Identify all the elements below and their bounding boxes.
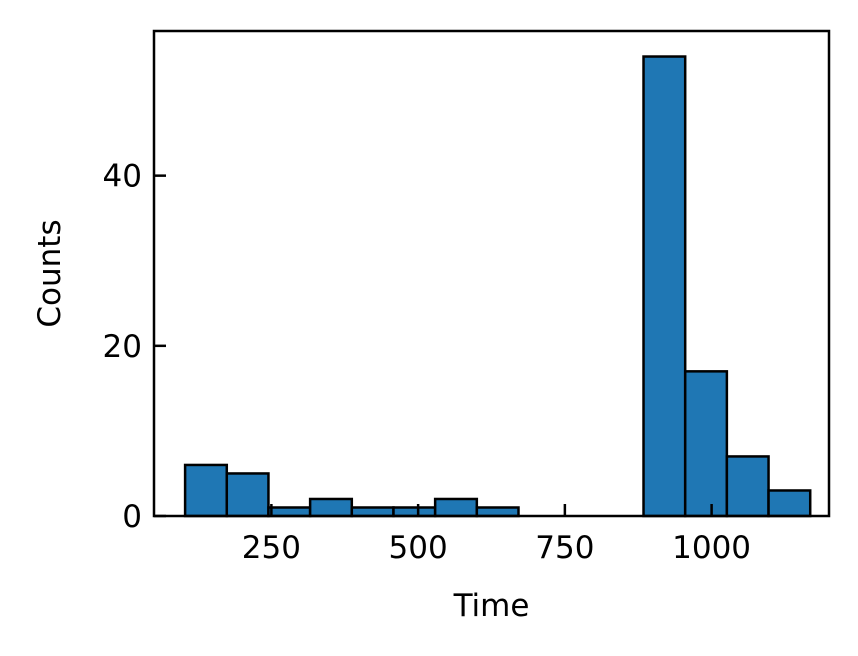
histogram-bar — [642, 55, 687, 518]
y-tick-label: 20 — [103, 329, 142, 365]
x-tick-label: 250 — [242, 530, 301, 566]
y-tick-label: 40 — [103, 159, 142, 195]
histogram-bar — [767, 489, 812, 518]
histogram-bar — [350, 506, 395, 518]
ticks-group: 250 500 750 1000 0 20 40 — [103, 159, 752, 566]
x-axis-label: Time — [453, 588, 530, 624]
plot-frame — [152, 29, 831, 518]
y-axis-label: Counts — [32, 219, 68, 327]
x-tick-label: 1000 — [672, 530, 751, 566]
histogram-bar — [392, 506, 437, 518]
histogram-bar — [225, 472, 270, 518]
histogram-bar — [683, 370, 729, 518]
x-tick-label: 500 — [389, 530, 448, 566]
histogram-bar — [475, 506, 520, 518]
histogram-bar — [183, 463, 229, 518]
x-tick-label: 750 — [535, 530, 594, 566]
histogram-bar — [308, 497, 354, 518]
bars-group — [183, 55, 812, 518]
histogram-bar — [433, 497, 479, 518]
histogram-bar — [267, 506, 312, 518]
histogram-bar — [725, 455, 770, 518]
y-tick-label: 0 — [122, 499, 142, 535]
